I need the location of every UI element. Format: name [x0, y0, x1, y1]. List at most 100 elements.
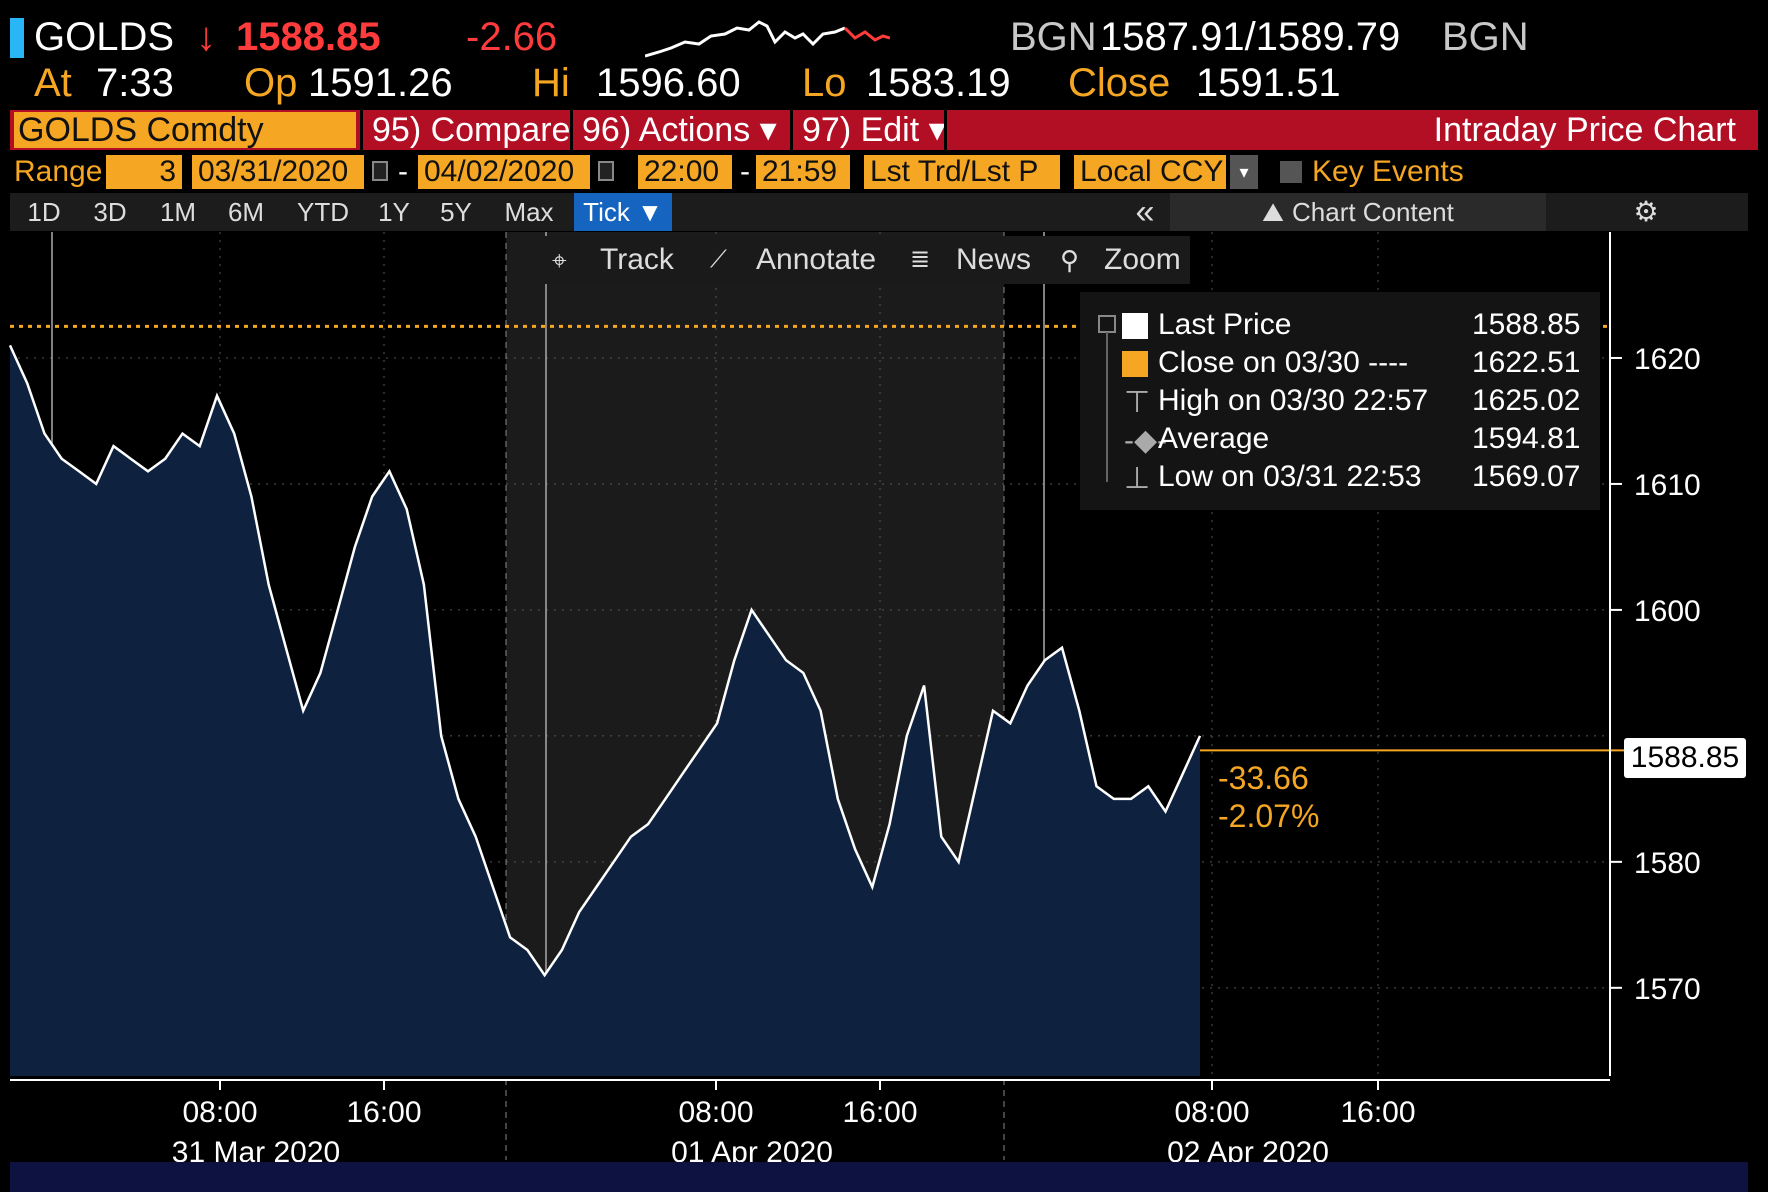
y-tick-label: 1580 — [1634, 847, 1701, 880]
legend-label: Last Price — [1158, 308, 1292, 341]
bid-ask: 1587.91/1589.79 — [1100, 15, 1401, 59]
last-price: 1588.85 — [236, 15, 381, 59]
legend-collapse-icon[interactable] — [1098, 315, 1116, 333]
chart-content-icon: ⛰ — [1262, 197, 1284, 227]
y-tick-label: 1610 — [1634, 469, 1701, 502]
function-toolbar: GOLDS Comdty 95) Compare 96) Actions ▾ 9… — [10, 110, 1758, 150]
crosshair-icon: ⌖ — [552, 245, 567, 275]
period-5y[interactable]: 5Y — [440, 197, 472, 227]
at-time: 7:33 — [96, 61, 174, 105]
x-date-label: 31 Mar 2020 — [172, 1136, 340, 1162]
legend-label: Close on 03/30 ---- — [1158, 346, 1409, 379]
currency-dropdown[interactable]: Local CCY — [1074, 155, 1226, 189]
chart-content-panel — [1170, 193, 1546, 231]
end-calendar-icon[interactable] — [598, 161, 614, 181]
period-tick[interactable]: Tick ▼ — [574, 193, 672, 231]
security-input[interactable]: GOLDS Comdty — [18, 111, 264, 149]
security-field[interactable] — [14, 112, 356, 148]
collapse-button[interactable]: « — [1135, 193, 1155, 231]
gear-icon[interactable]: ⚙ — [1633, 196, 1659, 227]
track-button[interactable]: Track — [600, 243, 674, 276]
legend-label: High on 03/30 22:57 — [1158, 384, 1429, 417]
end-date-field[interactable]: 04/02/2020 — [418, 155, 590, 189]
price-type-field[interactable]: Lst Trd/Lst P — [864, 155, 1060, 189]
range-label: Range — [14, 155, 103, 188]
change-abs: -33.66 — [1218, 760, 1309, 796]
y-tick-label: 1600 — [1634, 595, 1701, 628]
close-swatch — [1122, 351, 1148, 377]
y-tick-label: 1620 — [1634, 343, 1701, 376]
chevron-down-icon[interactable]: ▾ — [1230, 155, 1258, 189]
average-marker-icon: -◆- — [1124, 424, 1168, 457]
start-date-field[interactable]: 03/31/2020 — [192, 155, 364, 189]
period-1y[interactable]: 1Y — [378, 197, 410, 227]
low-label: Lo — [802, 61, 847, 105]
close-value: 1591.51 — [1196, 61, 1341, 105]
y-axis-ticks: 1570 1580 1600 1610 1620 — [1610, 343, 1701, 1006]
annotate-button[interactable]: Annotate — [756, 243, 877, 276]
edit-button[interactable]: 97) Edit ▾ — [802, 111, 946, 149]
x-tick-label: 08:00 — [1174, 1096, 1249, 1129]
at-label: At — [34, 61, 72, 105]
y-tick-label: 1570 — [1634, 973, 1701, 1006]
bgn-right: BGN — [1442, 15, 1529, 59]
legend-value: 1625.02 — [1472, 384, 1581, 417]
end-time-field[interactable]: 21:59 — [756, 155, 850, 189]
chart-content-button[interactable]: Chart Content — [1292, 197, 1454, 227]
key-events-checkbox[interactable] — [1280, 161, 1302, 183]
search-icon: ⚲ — [1060, 245, 1080, 275]
high-value: 1596.60 — [596, 61, 741, 105]
period-6m[interactable]: 6M — [227, 197, 265, 227]
range-days-field[interactable]: 3 — [106, 155, 182, 189]
change-pct: -2.07% — [1218, 798, 1320, 834]
annotate-icon: ⟋ — [710, 246, 727, 273]
x-date-label: 01 Apr 2020 — [671, 1136, 833, 1162]
actions-button[interactable]: 96) Actions ▾ — [582, 111, 777, 149]
start-time-field[interactable]: 22:00 — [638, 155, 732, 189]
legend-value: 1569.07 — [1472, 460, 1581, 493]
axes — [10, 232, 1611, 1081]
start-calendar-icon[interactable] — [372, 161, 388, 181]
high-marker-icon: ⊤ — [1124, 386, 1151, 419]
period-1d[interactable]: 1D — [27, 197, 61, 227]
key-events-label: Key Events — [1312, 155, 1464, 188]
down-arrow-icon: ↓ — [196, 15, 216, 59]
low-marker-icon: ⊥ — [1124, 462, 1151, 495]
last-price-label: 1588.85 — [1624, 738, 1746, 778]
price-line — [8, 344, 1202, 978]
news-button[interactable]: News — [956, 243, 1032, 276]
x-tick-label: 16:00 — [1340, 1096, 1415, 1129]
open-value: 1591.26 — [308, 61, 453, 105]
function-title: Intraday Price Chart — [1433, 111, 1736, 149]
date-dash: - — [398, 155, 408, 188]
sparkline — [645, 20, 890, 58]
legend-tree-line — [1106, 332, 1108, 482]
legend-value: 1594.81 — [1472, 422, 1581, 455]
ticker-marker — [10, 18, 24, 58]
open-label: Op — [244, 61, 298, 105]
period-ytd[interactable]: YTD — [297, 197, 349, 227]
time-dash: - — [740, 155, 750, 188]
low-value: 1583.19 — [866, 61, 1011, 105]
news-icon: ≣ — [910, 246, 931, 273]
status-bar — [10, 1162, 1748, 1192]
legend-label: Low on 03/31 22:53 — [1158, 460, 1422, 493]
x-date-label: 02 Apr 2020 — [1167, 1136, 1329, 1162]
period-1m[interactable]: 1M — [159, 197, 197, 227]
period-max[interactable]: Max — [504, 197, 554, 227]
price-area — [10, 345, 1200, 1076]
period-3d[interactable]: 3D — [93, 197, 127, 227]
x-tick-label: 16:00 — [346, 1096, 421, 1129]
zoom-button[interactable]: Zoom — [1104, 243, 1181, 276]
last-price-swatch — [1122, 313, 1148, 339]
x-tick-label: 16:00 — [842, 1096, 917, 1129]
legend-value: 1588.85 — [1472, 308, 1581, 341]
legend-value: 1622.51 — [1472, 346, 1581, 379]
bgn-left: BGN — [1010, 15, 1097, 59]
close-label: Close — [1068, 61, 1171, 105]
legend-label: Average — [1158, 422, 1270, 455]
compare-button[interactable]: 95) Compare — [372, 111, 571, 149]
high-label: Hi — [532, 61, 570, 105]
